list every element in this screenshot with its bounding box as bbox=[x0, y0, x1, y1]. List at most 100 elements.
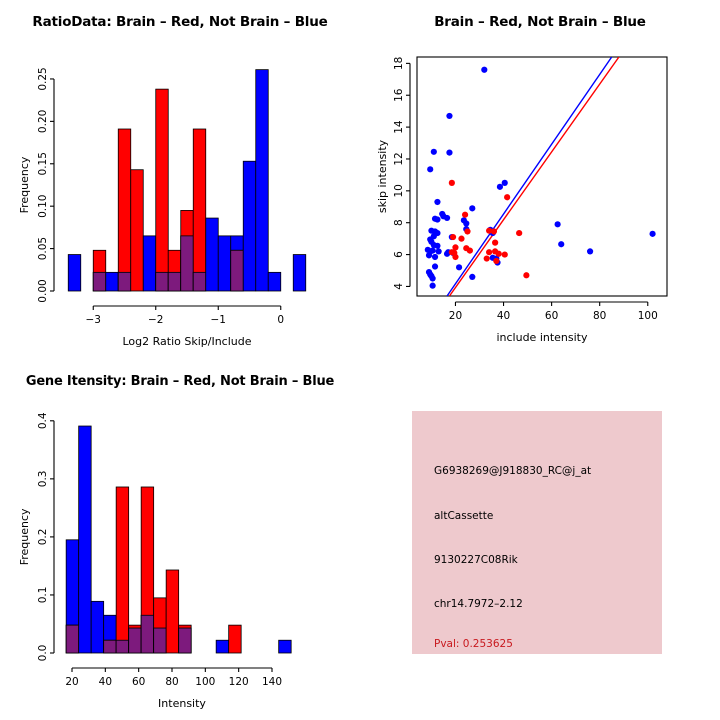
scatter-point-blue bbox=[427, 166, 434, 173]
scatter-point-blue bbox=[469, 205, 476, 212]
y-axis-tick-label: 0.1 bbox=[37, 587, 49, 604]
scatter-point-red bbox=[461, 211, 469, 218]
info-box: G6938269@J918830_RC@j_at altCassette 913… bbox=[412, 411, 662, 654]
scatter-point-blue bbox=[434, 198, 441, 206]
x-axis-title: Intensity bbox=[158, 697, 206, 710]
histogram-bar-overlap bbox=[92, 271, 107, 292]
scatter-plot: 4 6 8 10 12 14 16 18 skip intensity 20 40 60 80 100 in… bbox=[376, 56, 668, 344]
scatter-point-red bbox=[486, 227, 493, 234]
scatter-title: Brain – Red, Not Brain – Blue bbox=[434, 14, 646, 30]
y-axis-tick-label: 8 bbox=[393, 219, 405, 226]
y-axis-tick-label: 6 bbox=[393, 251, 405, 258]
x-axis-tick-label: 100 bbox=[195, 676, 215, 688]
y-axis-title: Frequency bbox=[18, 156, 31, 213]
x-axis-tick-label: 40 bbox=[99, 676, 112, 688]
scatter-point-red bbox=[449, 233, 457, 241]
histogram-bar-blue bbox=[255, 69, 269, 292]
scatter-point-red bbox=[448, 179, 455, 186]
histogram-bar-overlap bbox=[65, 624, 80, 654]
scatter-point-blue bbox=[430, 148, 437, 155]
scatter-point-blue bbox=[434, 242, 441, 249]
x-axis-tick-label: 80 bbox=[165, 676, 178, 688]
histogram-bar-blue bbox=[90, 600, 105, 654]
histogram-bar-blue bbox=[242, 160, 257, 292]
info-locus: chr14.7972–2.12 bbox=[434, 598, 523, 610]
histogram-bar-overlap bbox=[140, 614, 155, 654]
y-axis-tick-label: 0.3 bbox=[37, 471, 49, 488]
x-axis-tick-label: 20 bbox=[449, 310, 462, 322]
scatter-point-blue bbox=[429, 247, 436, 254]
histogram-bar-red bbox=[192, 128, 207, 292]
scatter-point-red bbox=[504, 194, 511, 201]
histogram-bar-blue bbox=[267, 271, 282, 292]
scatter-point-blue bbox=[443, 214, 451, 222]
y-axis-tick-label: 14 bbox=[393, 120, 405, 134]
histogram-bar-red bbox=[228, 624, 242, 654]
plot-box bbox=[416, 56, 668, 297]
y-axis-tick-label: 10 bbox=[393, 184, 405, 197]
y-axis-tick-label: 0.0 bbox=[37, 645, 49, 662]
histogram-bar-blue bbox=[215, 639, 230, 654]
scatter-point-red bbox=[464, 228, 471, 235]
info-pvalue: Pval: 0.253625 bbox=[434, 638, 513, 650]
scatter-point-blue bbox=[455, 264, 463, 271]
histogram-bar-blue bbox=[142, 235, 157, 292]
x-axis-title: Log2 Ratio Skip/Include bbox=[122, 335, 251, 348]
scatter-point-blue bbox=[435, 248, 442, 255]
panel-gene-histogram: Gene Itensity: Brain – Red, Not Brain – … bbox=[0, 360, 360, 720]
regression-line-red bbox=[448, 57, 620, 296]
scatter-point-red bbox=[501, 251, 508, 258]
x-axis-tick-label: −2 bbox=[148, 314, 163, 326]
histogram-bar-overlap bbox=[115, 639, 130, 654]
scatter-point-red bbox=[466, 247, 473, 254]
scatter-point-blue bbox=[463, 220, 470, 227]
y-axis-title: Frequency bbox=[18, 508, 31, 565]
info-event-type: altCassette bbox=[434, 510, 494, 522]
x-axis-tick-label: 140 bbox=[262, 676, 282, 688]
scatter-point-blue bbox=[496, 183, 504, 190]
scatter-point-blue bbox=[431, 263, 439, 270]
panel-scatter: Brain – Red, Not Brain – Blue 4 6 8 10 12 14 1… bbox=[360, 0, 720, 360]
histogram-bar-overlap bbox=[230, 249, 244, 292]
info-probe-id: G6938269@J918830_RC@j_at bbox=[434, 465, 592, 477]
scatter-point-blue bbox=[425, 252, 433, 259]
panel-info: G6938269@J918830_RC@j_at altCassette 913… bbox=[360, 360, 720, 720]
y-axis-title: skip intensity bbox=[376, 139, 389, 213]
histogram-bar-blue bbox=[205, 217, 219, 292]
histogram-bar-overlap bbox=[153, 627, 167, 654]
histogram-bar-red bbox=[115, 486, 130, 654]
histogram-bar-overlap bbox=[192, 271, 207, 292]
scatter-point-blue bbox=[446, 149, 453, 156]
scatter-point-red bbox=[452, 253, 459, 261]
x-axis-tick-label: 100 bbox=[638, 310, 658, 322]
y-axis-tick-label: 0.10 bbox=[37, 194, 49, 217]
gene-histogram-title: Gene Itensity: Brain – Red, Not Brain – … bbox=[25, 374, 335, 389]
y-axis-tick-label: 0.00 bbox=[37, 279, 49, 302]
scatter-point-red bbox=[516, 229, 523, 237]
svg-scatter-group: 4 6 8 10 12 14 16 18 skip intensity 20 40 60 80 100 in… bbox=[376, 56, 668, 344]
x-axis-tick-label: −1 bbox=[211, 314, 226, 326]
svg-gene-group: 0.0 0.1 0.2 0.3 0.4 Frequency 20 40 60 80 100 120 14… bbox=[18, 412, 292, 710]
x-axis-tick-label: 80 bbox=[593, 310, 606, 322]
scatter-point-blue bbox=[431, 215, 439, 222]
histogram-bar-red bbox=[165, 569, 180, 654]
y-axis-tick-label: 0.05 bbox=[37, 237, 49, 260]
histogram-bar-overlap bbox=[167, 271, 182, 292]
x-axis-tick-label: −3 bbox=[86, 314, 101, 326]
histogram-bar-red bbox=[117, 128, 132, 292]
histogram-bar-overlap bbox=[103, 639, 117, 654]
y-axis-tick-label: 12 bbox=[393, 152, 405, 165]
x-axis-tick-label: 60 bbox=[132, 676, 145, 688]
x-axis-title: include intensity bbox=[496, 331, 588, 344]
histogram-bar-overlap bbox=[178, 627, 192, 654]
histogram-bar-blue bbox=[292, 254, 307, 292]
gene-histogram-plot: 0.0 0.1 0.2 0.3 0.4 Frequency 20 40 60 80 100 120 14… bbox=[18, 412, 292, 710]
scatter-point-blue bbox=[481, 66, 488, 73]
plot-content bbox=[424, 57, 656, 296]
histogram-bar-blue bbox=[67, 254, 82, 292]
scatter-point-red bbox=[490, 228, 498, 235]
histogram-bar-red bbox=[155, 88, 169, 292]
x-axis-tick-label: 120 bbox=[229, 676, 249, 688]
scatter-point-red bbox=[452, 244, 459, 251]
scatter-point-blue bbox=[429, 275, 436, 282]
